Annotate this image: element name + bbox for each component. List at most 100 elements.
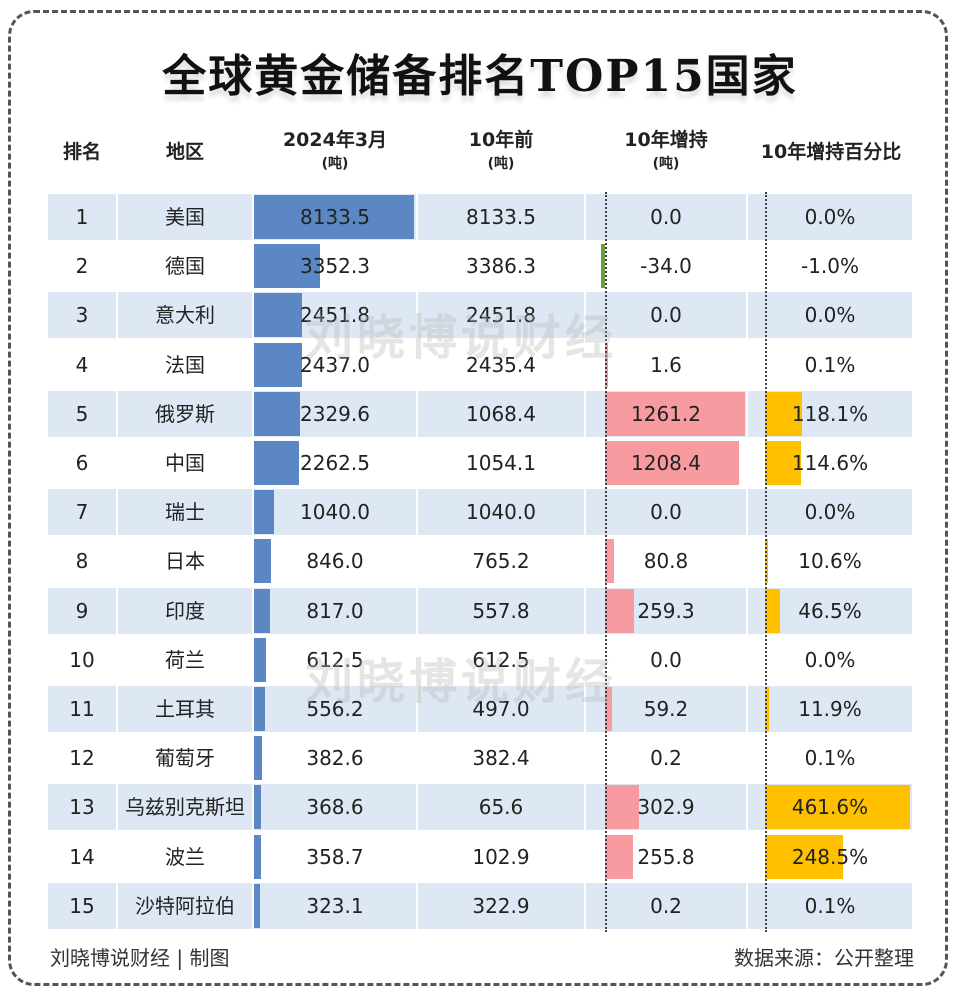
cell-rank: 5 bbox=[48, 390, 116, 437]
cell-rank: 1 bbox=[48, 194, 116, 240]
cell-region: 美国 bbox=[118, 194, 252, 240]
cell-change-text: 0.2 bbox=[650, 893, 682, 918]
cell-rank-text: 13 bbox=[69, 795, 95, 820]
cell-rank-text: 9 bbox=[75, 598, 89, 623]
cell-pct-text: 0.0% bbox=[804, 205, 856, 229]
cell-change: 59.2 bbox=[586, 686, 746, 732]
cell-region-text: 葡萄牙 bbox=[155, 746, 215, 771]
cell-ago-text: 3386.3 bbox=[466, 254, 536, 279]
cell-ago: 765.2 bbox=[418, 538, 584, 584]
cell-current-text: 846.0 bbox=[306, 549, 364, 574]
cell-ago-text: 8133.5 bbox=[466, 205, 536, 229]
cell-ago-text: 2451.8 bbox=[466, 303, 536, 328]
cell-current-text: 817.0 bbox=[306, 598, 364, 623]
cell-pct-text: -1.0% bbox=[800, 254, 860, 279]
cell-rank: 6 bbox=[48, 440, 116, 486]
header-ago-unit: (吨) bbox=[487, 156, 515, 172]
cell-region: 荷兰 bbox=[118, 637, 252, 683]
cell-region-text: 土耳其 bbox=[155, 697, 215, 721]
cell-pct: 0.0% bbox=[748, 292, 912, 339]
cell-current-text: 382.6 bbox=[306, 746, 364, 771]
cell-rank: 2 bbox=[48, 243, 116, 289]
cell-region-text: 波兰 bbox=[165, 844, 205, 869]
cell-pct-text: 11.9% bbox=[798, 697, 862, 721]
cell-current-text: 8133.5 bbox=[300, 205, 370, 229]
cell-region-text: 印度 bbox=[165, 598, 205, 623]
cell-change: 1261.2 bbox=[586, 390, 746, 437]
cell-change: 80.8 bbox=[586, 538, 746, 584]
cell-current: 2329.6 bbox=[254, 390, 416, 437]
cell-change-text: 0.0 bbox=[650, 500, 682, 525]
cell-change-text: 0.0 bbox=[650, 205, 682, 229]
cell-change: 1208.4 bbox=[586, 440, 746, 486]
cell-ago: 3386.3 bbox=[418, 243, 584, 289]
cell-ago-text: 322.9 bbox=[472, 893, 530, 918]
pct-bar bbox=[765, 588, 780, 633]
header-region: 地区 bbox=[165, 141, 204, 163]
change-bar bbox=[605, 588, 634, 633]
current-bar bbox=[254, 736, 262, 781]
cell-rank-text: 11 bbox=[69, 697, 95, 721]
cell-region-text: 俄罗斯 bbox=[155, 401, 215, 426]
cell-pct: 0.1% bbox=[748, 735, 912, 781]
cell-change-text: 80.8 bbox=[643, 549, 689, 574]
pct-bar bbox=[765, 785, 910, 830]
cell-pct: 11.9% bbox=[748, 686, 912, 732]
cell-region: 法国 bbox=[118, 342, 252, 388]
cell-rank: 14 bbox=[48, 834, 116, 880]
table-row: 14 波兰 358.7 102.9 255.8 248.5% bbox=[48, 834, 912, 880]
cell-rank: 11 bbox=[48, 686, 116, 732]
cell-pct-text: 0.0% bbox=[804, 303, 856, 328]
cell-pct: 0.0% bbox=[748, 489, 912, 536]
table-row: 8 日本 846.0 765.2 80.8 10.6% bbox=[48, 538, 912, 584]
cell-region-text: 法国 bbox=[165, 352, 205, 377]
current-bar bbox=[254, 490, 275, 535]
table-row: 3 意大利 2451.8 2451.8 0.0 0.0% bbox=[48, 292, 912, 339]
current-bar bbox=[254, 391, 300, 436]
cell-region: 沙特阿拉伯 bbox=[118, 882, 252, 929]
cell-pct: 248.5% bbox=[748, 834, 912, 880]
cell-change: 0.2 bbox=[586, 882, 746, 929]
cell-pct-text: 0.0% bbox=[804, 647, 856, 672]
table-row: 7 瑞士 1040.0 1040.0 0.0 0.0% bbox=[48, 489, 912, 536]
current-bar bbox=[254, 883, 261, 928]
cell-current: 2437.0 bbox=[254, 342, 416, 388]
change-bar bbox=[605, 539, 614, 584]
cell-ago-text: 1054.1 bbox=[466, 451, 536, 475]
change-bar bbox=[605, 391, 745, 436]
cell-region-text: 沙特阿拉伯 bbox=[135, 893, 235, 918]
cell-change: 0.2 bbox=[586, 735, 746, 781]
cell-current-text: 323.1 bbox=[306, 893, 364, 918]
cell-pct: 0.0% bbox=[748, 194, 912, 240]
cell-current: 612.5 bbox=[254, 637, 416, 683]
table-row: 2 德国 3352.3 3386.3 -34.0 -1.0% bbox=[48, 243, 912, 289]
header-pct: 10年增持百分比 bbox=[760, 141, 902, 163]
cell-ago: 65.6 bbox=[418, 784, 584, 831]
change-bar bbox=[601, 244, 605, 289]
cell-current-text: 2437.0 bbox=[300, 352, 370, 377]
cell-change-text: 0.0 bbox=[650, 647, 682, 672]
cell-current-text: 612.5 bbox=[306, 647, 364, 672]
cell-region: 瑞士 bbox=[118, 489, 252, 536]
cell-change-text: 0.2 bbox=[650, 746, 682, 771]
cell-current: 368.6 bbox=[254, 784, 416, 831]
header-current: 2024年3月 (吨) bbox=[254, 128, 416, 176]
header-ago: 10年前 (吨) bbox=[418, 128, 584, 176]
cell-change: 1.6 bbox=[586, 342, 746, 388]
header-current-label: 2024年3月 bbox=[282, 129, 388, 151]
table-row: 13 乌兹别克斯坦 368.6 65.6 302.9 461.6% bbox=[48, 784, 912, 831]
change-bar bbox=[605, 834, 634, 879]
current-bar bbox=[254, 785, 262, 830]
cell-ago: 2435.4 bbox=[418, 342, 584, 388]
cell-current-text: 2262.5 bbox=[300, 451, 370, 475]
cell-change-text: 1208.4 bbox=[631, 451, 701, 475]
cell-rank-text: 3 bbox=[75, 303, 89, 328]
header-ago-label: 10年前 bbox=[468, 129, 534, 151]
cell-rank-text: 4 bbox=[75, 352, 89, 377]
cell-ago: 8133.5 bbox=[418, 194, 584, 240]
header-change: 10年增持 (吨) bbox=[586, 128, 746, 176]
cell-rank-text: 2 bbox=[75, 254, 89, 279]
current-bar bbox=[254, 588, 271, 633]
cell-region-text: 意大利 bbox=[155, 303, 215, 328]
cell-region: 波兰 bbox=[118, 834, 252, 880]
